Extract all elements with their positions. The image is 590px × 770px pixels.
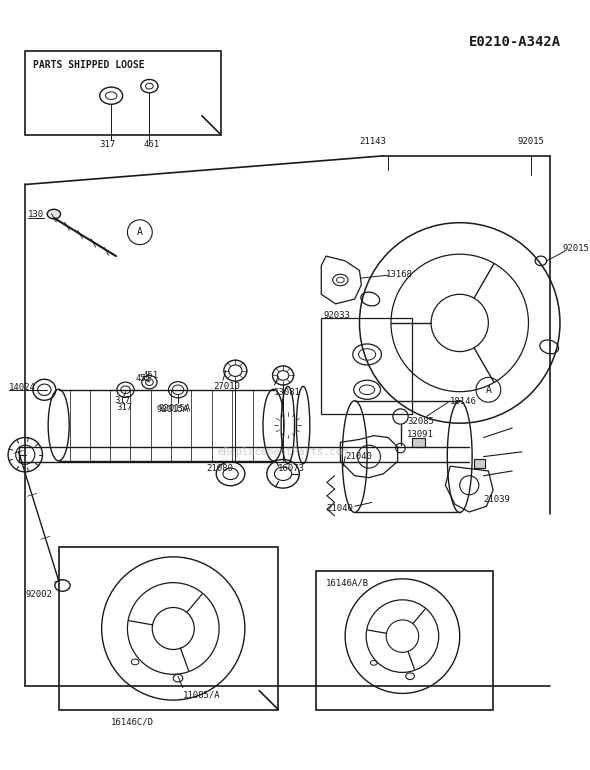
Text: eReplacementParts.com: eReplacementParts.com [218, 447, 349, 457]
Text: 21040: 21040 [345, 452, 372, 460]
Bar [25, 51, 221, 135]
Text: 92015A: 92015A [156, 405, 188, 414]
Text: 13091: 13091 [407, 430, 434, 439]
Text: 92015: 92015 [563, 243, 590, 253]
Text: 461: 461 [143, 139, 160, 149]
Ellipse shape [146, 83, 153, 89]
Bar [316, 571, 493, 710]
Text: A: A [486, 385, 491, 395]
Ellipse shape [38, 384, 51, 396]
Text: 14024: 14024 [9, 383, 36, 393]
Text: 21143: 21143 [359, 137, 386, 146]
Bar [474, 458, 486, 468]
Text: 21040: 21040 [326, 504, 353, 514]
Text: E0210-A342A: E0210-A342A [469, 35, 562, 49]
Text: 21080: 21080 [206, 464, 234, 474]
Text: PARTS SHIPPED LOOSE: PARTS SHIPPED LOOSE [33, 60, 145, 70]
Text: 11085/A: 11085/A [183, 691, 221, 700]
Text: 92002: 92002 [25, 591, 52, 599]
Text: 13168: 13168 [386, 270, 413, 280]
Bar [412, 437, 425, 447]
Text: 32085: 32085 [407, 417, 434, 426]
Text: 317: 317 [114, 396, 130, 404]
Text: 317: 317 [116, 403, 132, 412]
Text: A: A [137, 227, 143, 237]
Text: 317: 317 [100, 139, 116, 149]
Text: 92033: 92033 [323, 310, 350, 320]
Ellipse shape [47, 209, 61, 219]
Text: 16146C/D: 16146C/D [111, 718, 154, 726]
Text: 27010: 27010 [214, 382, 240, 391]
Bar [58, 547, 278, 710]
Text: 92015: 92015 [517, 137, 544, 146]
Text: 451: 451 [135, 373, 151, 383]
Text: 16073: 16073 [278, 464, 305, 474]
Text: 130: 130 [28, 210, 44, 219]
Text: 21039: 21039 [484, 495, 510, 504]
Text: 16146A/B: 16146A/B [326, 579, 369, 588]
Text: 13081: 13081 [274, 388, 300, 397]
Text: 92015A: 92015A [159, 404, 191, 413]
Text: 18146: 18146 [450, 397, 477, 407]
Text: 451: 451 [143, 370, 159, 380]
Bar [322, 318, 412, 413]
Ellipse shape [106, 92, 117, 99]
